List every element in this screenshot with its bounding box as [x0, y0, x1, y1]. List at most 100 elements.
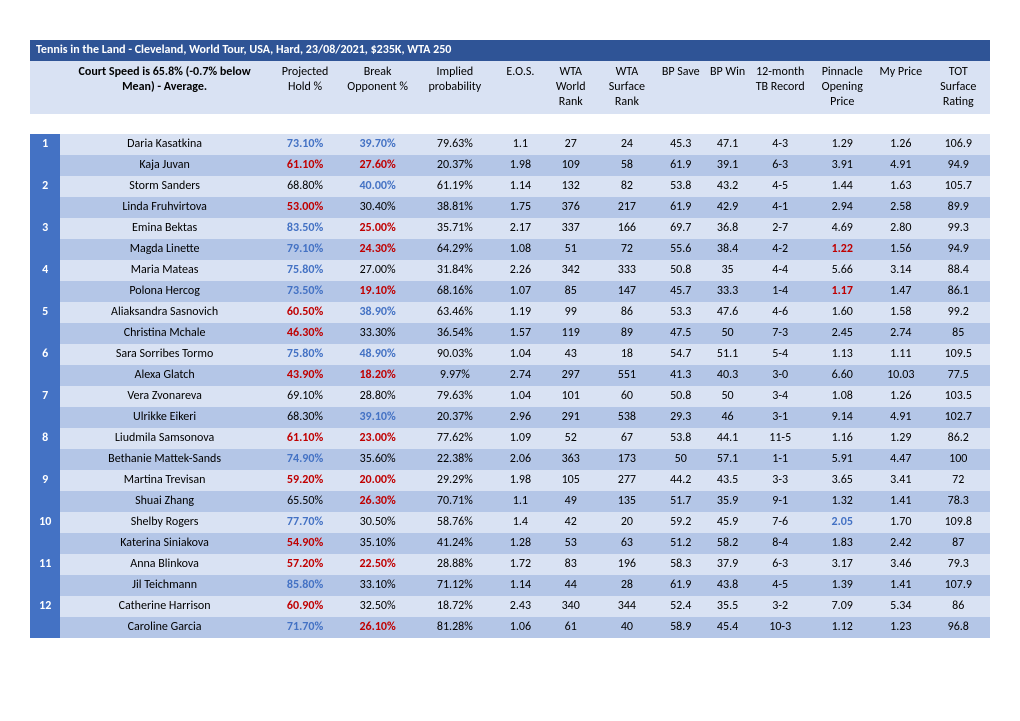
eos: 1.14 — [496, 176, 545, 197]
table-row: Alexa Glatch43.90%18.20%9.97%2.742975514… — [30, 365, 990, 386]
match-number: 8 — [30, 428, 60, 449]
table-row: Katerina Siniakova54.90%35.10%41.24%1.28… — [30, 533, 990, 554]
pinnacle-price: 2.45 — [809, 323, 875, 344]
table-row: Shuai Zhang65.50%26.30%70.71%1.14913551.… — [30, 491, 990, 512]
tb-record: 4-6 — [751, 302, 810, 323]
wta-world-rank: 99 — [545, 302, 597, 323]
implied-prob: 18.72% — [414, 596, 496, 617]
match-number: 7 — [30, 386, 60, 407]
my-price: 1.56 — [875, 239, 927, 260]
tb-record: 8-4 — [751, 533, 810, 554]
break-opponent: 25.00% — [341, 218, 414, 239]
projected-hold: 53.00% — [269, 197, 342, 218]
bp-save: 54.7 — [657, 344, 704, 365]
bp-save: 51.7 — [657, 491, 704, 512]
wta-surface-rank: 196 — [596, 554, 657, 575]
bp-win: 46 — [704, 407, 751, 428]
my-price: 3.14 — [875, 260, 927, 281]
player-name: Magda Linette — [60, 239, 268, 260]
col-break: Break Opponent % — [341, 61, 414, 114]
pinnacle-price: 5.66 — [809, 260, 875, 281]
projected-hold: 46.30% — [269, 323, 342, 344]
wta-surface-rank: 86 — [596, 302, 657, 323]
match-number — [30, 407, 60, 428]
projected-hold: 85.80% — [269, 575, 342, 596]
tot-rating: 99.2 — [927, 302, 990, 323]
wta-surface-rank: 173 — [596, 449, 657, 470]
player-name: Katerina Siniakova — [60, 533, 268, 554]
match-number — [30, 575, 60, 596]
pinnacle-price: 1.32 — [809, 491, 875, 512]
wta-surface-rank: 551 — [596, 365, 657, 386]
pinnacle-price: 1.44 — [809, 176, 875, 197]
tot-rating: 88.4 — [927, 260, 990, 281]
break-opponent: 22.50% — [341, 554, 414, 575]
my-price: 1.26 — [875, 386, 927, 407]
tot-rating: 86 — [927, 596, 990, 617]
wta-surface-rank: 60 — [596, 386, 657, 407]
wta-surface-rank: 20 — [596, 512, 657, 533]
tb-record: 4-5 — [751, 575, 810, 596]
break-opponent: 19.10% — [341, 281, 414, 302]
tb-record: 2-7 — [751, 218, 810, 239]
projected-hold: 73.50% — [269, 281, 342, 302]
tot-rating: 102.7 — [927, 407, 990, 428]
pinnacle-price: 1.39 — [809, 575, 875, 596]
table-row: 5Aliaksandra Sasnovich60.50%38.90%63.46%… — [30, 302, 990, 323]
table-row: 10Shelby Rogers77.70%30.50%58.76%1.44220… — [30, 512, 990, 533]
eos: 1.98 — [496, 155, 545, 176]
my-price: 2.42 — [875, 533, 927, 554]
tot-rating: 78.3 — [927, 491, 990, 512]
pinnacle-price: 1.60 — [809, 302, 875, 323]
col-wr: WTA World Rank — [545, 61, 597, 114]
implied-prob: 41.24% — [414, 533, 496, 554]
bp-save: 69.7 — [657, 218, 704, 239]
bp-save: 58.3 — [657, 554, 704, 575]
my-price: 1.41 — [875, 575, 927, 596]
implied-prob: 29.29% — [414, 470, 496, 491]
tennis-table: Tennis in the Land - Cleveland, World To… — [30, 40, 990, 638]
pinnacle-price: 1.12 — [809, 617, 875, 638]
wta-world-rank: 49 — [545, 491, 597, 512]
break-opponent: 35.60% — [341, 449, 414, 470]
eos: 1.04 — [496, 386, 545, 407]
col-hold: Projected Hold % — [269, 61, 342, 114]
wta-world-rank: 44 — [545, 575, 597, 596]
bp-save: 53.8 — [657, 428, 704, 449]
pinnacle-price: 1.08 — [809, 386, 875, 407]
my-price: 4.47 — [875, 449, 927, 470]
table-row: Jil Teichmann85.80%33.10%71.12%1.1444286… — [30, 575, 990, 596]
eos: 1.72 — [496, 554, 545, 575]
my-price: 5.34 — [875, 596, 927, 617]
player-name: Aliaksandra Sasnovich — [60, 302, 268, 323]
implied-prob: 22.38% — [414, 449, 496, 470]
bp-save: 52.4 — [657, 596, 704, 617]
bp-win: 57.1 — [704, 449, 751, 470]
break-opponent: 24.30% — [341, 239, 414, 260]
break-opponent: 26.10% — [341, 617, 414, 638]
bp-win: 45.4 — [704, 617, 751, 638]
player-name: Kaja Juvan — [60, 155, 268, 176]
wta-world-rank: 337 — [545, 218, 597, 239]
bp-save: 55.6 — [657, 239, 704, 260]
wta-world-rank: 376 — [545, 197, 597, 218]
wta-surface-rank: 333 — [596, 260, 657, 281]
projected-hold: 61.10% — [269, 428, 342, 449]
wta-surface-rank: 89 — [596, 323, 657, 344]
my-price: 3.46 — [875, 554, 927, 575]
eos: 1.57 — [496, 323, 545, 344]
wta-world-rank: 291 — [545, 407, 597, 428]
break-opponent: 33.30% — [341, 323, 414, 344]
table-row: 9Martina Trevisan59.20%20.00%29.29%1.981… — [30, 470, 990, 491]
player-name: Maria Mateas — [60, 260, 268, 281]
implied-prob: 20.37% — [414, 155, 496, 176]
wta-world-rank: 85 — [545, 281, 597, 302]
player-name: Shuai Zhang — [60, 491, 268, 512]
tot-rating: 96.8 — [927, 617, 990, 638]
match-number — [30, 617, 60, 638]
tb-record: 4-4 — [751, 260, 810, 281]
break-opponent: 38.90% — [341, 302, 414, 323]
break-opponent: 33.10% — [341, 575, 414, 596]
bp-save: 61.9 — [657, 575, 704, 596]
player-name: Linda Fruhvirtova — [60, 197, 268, 218]
